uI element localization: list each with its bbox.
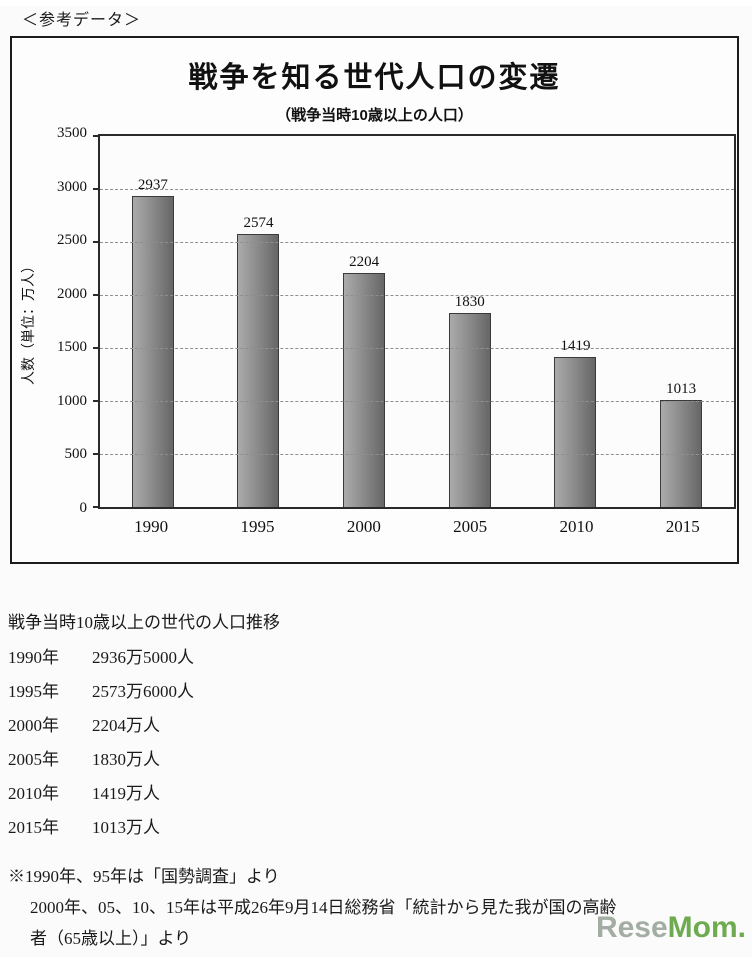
population-details: 戦争当時10歳以上の世代の人口推移 1990年 2936万5000人 1995年 2… (8, 608, 752, 837)
resemom-watermark: ReseMom. (596, 911, 746, 945)
bars-row: 2937 2574 2204 1830 1419 1013 (100, 136, 734, 507)
bar-2015 (660, 399, 703, 507)
detail-year: 1990年 (8, 648, 59, 667)
bar-1990 (131, 195, 174, 507)
detail-row: 1995年 2573万6000人 (8, 683, 752, 701)
bar-value-label: 2204 (349, 254, 380, 271)
y-tick-label: 1000 (57, 393, 87, 410)
y-tick-label: 3500 (57, 125, 87, 142)
bar-slot: 2574 (206, 136, 312, 507)
bar-2000 (343, 273, 386, 507)
y-tick-mark (93, 135, 100, 137)
bar-value-label: 1013 (666, 380, 697, 397)
bar-value-label: 2574 (243, 215, 274, 232)
y-tick-mark (93, 188, 100, 190)
detail-value: 2936万5000人 (92, 648, 194, 667)
footnote-line: ※1990年、95年は「国勢調査」より (8, 867, 280, 886)
bar-slot: 2937 (100, 136, 206, 507)
y-axis-title: 人数（単位：万人） (14, 134, 42, 509)
detail-value: 2204万人 (92, 716, 160, 735)
gridline (100, 348, 734, 349)
x-axis-label: 2015 (665, 517, 700, 536)
detail-row: 1990年 2936万5000人 (8, 649, 752, 667)
y-tick-label: 500 (64, 446, 88, 463)
detail-row: 2005年 1830万人 (8, 751, 752, 769)
x-axis-label: 1990 (134, 517, 169, 536)
y-tick-mark (93, 453, 100, 455)
detail-value: 2573万6000人 (92, 682, 194, 701)
x-axis-label: 2010 (559, 517, 594, 536)
y-tick-mark (93, 506, 100, 508)
x-axis-labels: 1990 1995 2000 2005 2010 2015 (98, 517, 736, 537)
detail-value: 1419万人 (92, 784, 160, 803)
plot-area: 2937 2574 2204 1830 1419 1013 (93, 134, 736, 509)
chart-subtitle: （戦争当時10歳以上の人口） (276, 107, 473, 124)
gridline (100, 454, 734, 455)
x-axis-label: 2005 (453, 517, 488, 536)
gridline (100, 295, 734, 296)
detail-year: 2010年 (8, 784, 59, 803)
y-tick-label: 0 (79, 500, 88, 517)
detail-row: 2000年 2204万人 (8, 717, 752, 735)
reference-data-label: ＜参考データ＞ (22, 12, 142, 29)
source-footnotes: ※1990年、95年は「国勢調査」より 2000年、05、10、15年は平成26… (8, 867, 752, 948)
y-tick-mark (93, 294, 100, 296)
detail-value: 1013万人 (92, 818, 160, 837)
y-tick-mark (93, 347, 100, 349)
y-tick-label: 2000 (57, 285, 87, 302)
y-tick-label: 3000 (57, 178, 87, 195)
detail-year: 1995年 (8, 682, 59, 701)
detail-year: 2005年 (8, 750, 59, 769)
details-heading: 戦争当時10歳以上の世代の人口推移 (8, 613, 280, 632)
bar-slot: 2204 (311, 136, 417, 507)
bar-2005 (448, 313, 491, 507)
gridline (100, 242, 734, 243)
x-axis-label: 2000 (346, 517, 381, 536)
gridline (100, 189, 734, 190)
bar-slot: 1419 (523, 136, 629, 507)
watermark-part-2: Mom. (667, 911, 746, 944)
detail-year: 2000年 (8, 716, 59, 735)
detail-row: 2010年 1419万人 (8, 785, 752, 803)
x-axis-label: 1995 (240, 517, 275, 536)
y-tick-mark (93, 241, 100, 243)
gridline (100, 401, 734, 402)
watermark-part-1: Rese (595, 911, 668, 944)
bar-value-label: 1830 (454, 294, 485, 311)
y-tick-mark (93, 400, 100, 402)
bar-slot: 1013 (628, 136, 734, 507)
detail-year: 2015年 (8, 818, 59, 837)
chart-frame: 戦争を知る世代人口の変遷 （戦争当時10歳以上の人口） 人数（単位：万人） 0 5… (10, 36, 739, 564)
detail-value: 1830万人 (92, 750, 160, 769)
bar-slot: 1830 (417, 136, 523, 507)
y-axis-title-text: 人数（単位：万人） (20, 258, 36, 385)
bar-value-label: 1419 (560, 337, 591, 354)
chart-title: 戦争を知る世代人口の変遷 (188, 62, 561, 94)
bar-value-label: 2937 (137, 176, 168, 193)
footnote-line: 2000年、05、10、15年は平成26年9月14日総務省「統計から見た我が国の… (30, 898, 617, 917)
bar-1995 (237, 234, 280, 507)
footnote-line: 者（65歳以上）」より (30, 929, 192, 948)
bar-2010 (554, 356, 597, 507)
y-tick-label: 2500 (57, 232, 87, 249)
y-axis-ticks: 0 500 1000 1500 2000 2500 3000 3500 (44, 125, 92, 516)
y-tick-label: 1500 (57, 339, 87, 356)
detail-row: 2015年 1013万人 (8, 819, 752, 837)
